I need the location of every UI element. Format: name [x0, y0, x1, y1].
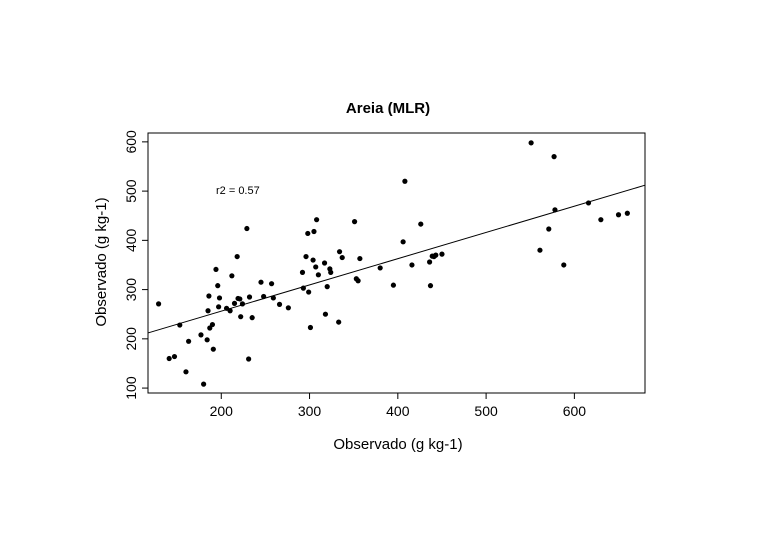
- data-point: [229, 273, 235, 279]
- data-point: [551, 154, 557, 160]
- data-point: [400, 239, 406, 245]
- data-point: [300, 285, 306, 291]
- axes: 200 300 400 500 600 100 200 300 400 500 600: [123, 130, 646, 419]
- y-tick-label: 300: [123, 278, 139, 302]
- data-point: [215, 283, 221, 289]
- y-tick-label: 100: [123, 376, 139, 400]
- data-point: [313, 264, 319, 270]
- data-point: [307, 324, 314, 331]
- data-point: [186, 338, 192, 344]
- data-point: [311, 228, 317, 235]
- data-point: [249, 315, 255, 321]
- data-point: [433, 252, 439, 258]
- data-point: [377, 265, 383, 271]
- data-point: [155, 301, 162, 307]
- r2-annotation: r2 = 0.57: [216, 185, 260, 197]
- x-tick-label: 500: [474, 403, 498, 419]
- data-point: [351, 219, 358, 225]
- data-point: [339, 254, 345, 261]
- data-point: [585, 200, 592, 206]
- data-point: [418, 221, 424, 227]
- data-point: [439, 251, 445, 257]
- data-point: [552, 207, 558, 213]
- data-point: [561, 262, 567, 268]
- data-point: [209, 321, 216, 328]
- data-point: [409, 262, 415, 268]
- data-point: [227, 308, 233, 314]
- data-point: [314, 217, 320, 223]
- y-tick-label: 200: [123, 327, 139, 351]
- data-point: [231, 300, 238, 306]
- data-point: [285, 305, 291, 311]
- data-point: [206, 293, 212, 299]
- data-point: [204, 337, 210, 343]
- data-point: [315, 272, 321, 278]
- data-point: [322, 311, 329, 317]
- regression-line: [147, 184, 646, 334]
- data-point: [303, 253, 309, 260]
- x-tick-label: 300: [298, 403, 322, 419]
- data-point: [268, 281, 275, 287]
- data-point: [246, 294, 253, 300]
- data-point: [213, 266, 219, 273]
- data-point: [258, 279, 264, 285]
- data-point: [239, 301, 246, 307]
- data-point: [270, 295, 276, 301]
- data-point: [537, 247, 543, 253]
- data-point: [328, 269, 334, 275]
- points-layer: [155, 140, 630, 387]
- data-point: [310, 257, 316, 263]
- data-point: [201, 381, 207, 387]
- data-point: [276, 301, 283, 307]
- data-point: [615, 212, 622, 218]
- data-point: [336, 319, 342, 325]
- data-point: [546, 226, 552, 232]
- data-point: [598, 217, 604, 223]
- data-point: [336, 249, 343, 255]
- data-point: [402, 178, 408, 184]
- data-point: [427, 283, 434, 289]
- y-axis-label: Observado (g kg-1): [93, 197, 110, 326]
- data-point: [355, 278, 361, 284]
- data-point: [306, 289, 312, 295]
- data-point: [299, 269, 306, 275]
- data-point: [205, 308, 211, 314]
- data-point: [183, 369, 189, 375]
- data-point: [324, 284, 330, 290]
- data-point: [246, 356, 252, 362]
- x-axis-label: Observado (g kg-1): [333, 436, 462, 453]
- data-point: [321, 260, 328, 266]
- data-point: [237, 296, 243, 302]
- data-point: [261, 293, 267, 300]
- data-point: [171, 353, 178, 360]
- data-point: [238, 314, 244, 320]
- data-point: [244, 225, 250, 232]
- y-tick-label: 400: [123, 228, 139, 252]
- data-point: [210, 346, 216, 352]
- data-point: [357, 255, 363, 262]
- chart-title: Areia (MLR): [346, 100, 430, 117]
- y-tick-label: 600: [123, 130, 139, 154]
- data-point: [528, 140, 534, 146]
- data-point: [216, 295, 223, 301]
- data-point: [234, 253, 240, 260]
- data-point: [216, 304, 222, 310]
- data-point: [390, 282, 397, 288]
- data-point: [177, 322, 183, 328]
- regression-layer: [147, 184, 646, 334]
- plot-frame: [147, 132, 646, 394]
- data-point: [305, 230, 311, 237]
- data-point: [427, 259, 433, 265]
- data-point: [624, 210, 630, 216]
- data-point: [198, 332, 204, 338]
- x-tick-label: 600: [563, 403, 587, 419]
- y-tick-label: 500: [123, 179, 139, 203]
- x-tick-label: 400: [386, 403, 410, 419]
- data-point: [166, 355, 172, 362]
- x-tick-label: 200: [210, 403, 234, 419]
